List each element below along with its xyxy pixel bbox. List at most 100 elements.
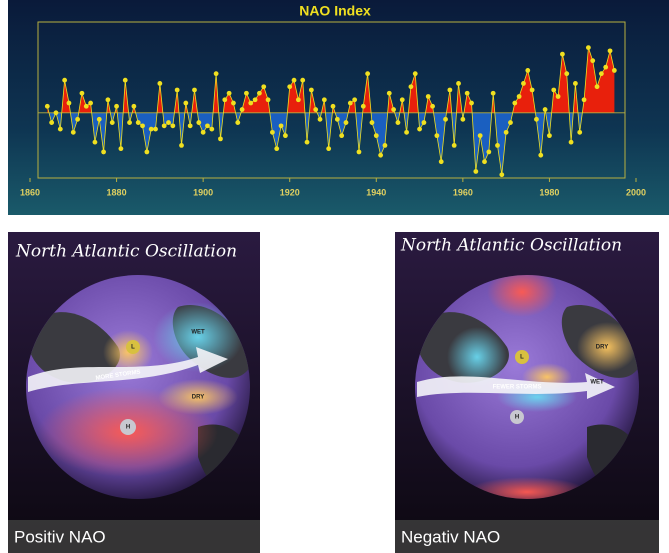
data-point xyxy=(469,101,474,106)
data-point xyxy=(582,97,587,102)
data-point xyxy=(80,91,85,96)
data-point xyxy=(374,133,379,138)
data-point xyxy=(84,104,89,109)
data-point xyxy=(573,81,578,86)
high-label: H xyxy=(515,415,519,421)
data-point xyxy=(270,130,275,135)
data-point xyxy=(106,97,111,102)
data-point xyxy=(101,150,106,155)
data-point xyxy=(335,117,340,122)
data-point xyxy=(179,143,184,148)
data-point xyxy=(300,78,305,83)
data-point xyxy=(196,120,201,125)
data-point xyxy=(417,127,422,132)
data-point xyxy=(339,133,344,138)
data-point xyxy=(201,130,206,135)
data-point xyxy=(495,143,500,148)
data-point xyxy=(140,123,145,128)
data-point xyxy=(396,120,401,125)
data-point xyxy=(313,107,318,112)
data-point xyxy=(599,71,604,76)
data-point xyxy=(157,81,162,86)
data-point xyxy=(67,101,72,106)
data-point xyxy=(434,133,439,138)
caption: Negativ NAO xyxy=(401,527,500,546)
data-point xyxy=(577,130,582,135)
data-point xyxy=(166,120,171,125)
data-point xyxy=(543,107,548,112)
data-point xyxy=(556,94,561,99)
data-point xyxy=(456,81,461,86)
data-point xyxy=(521,81,526,86)
data-point xyxy=(244,91,249,96)
data-point xyxy=(538,153,543,158)
data-point xyxy=(348,101,353,106)
data-point xyxy=(608,48,613,53)
data-point xyxy=(430,104,435,109)
data-point xyxy=(144,150,149,155)
data-point xyxy=(413,71,418,76)
dry-label: DRY xyxy=(192,395,204,401)
x-tick-label: 1860 xyxy=(20,187,40,197)
data-point xyxy=(274,146,279,151)
data-point xyxy=(504,130,509,135)
data-point xyxy=(54,110,59,115)
data-point xyxy=(370,120,375,125)
data-point xyxy=(365,71,370,76)
data-point xyxy=(309,88,314,93)
x-tick-label: 1980 xyxy=(539,187,559,197)
data-point xyxy=(183,101,188,106)
data-point xyxy=(508,120,513,125)
data-point xyxy=(93,140,98,145)
data-point xyxy=(235,120,240,125)
data-point xyxy=(45,104,50,109)
data-point xyxy=(486,150,491,155)
data-point xyxy=(218,136,223,141)
data-point xyxy=(257,91,262,96)
wet-label: WET xyxy=(191,330,205,336)
data-point xyxy=(534,117,539,122)
data-point xyxy=(296,97,301,102)
data-point xyxy=(530,88,535,93)
data-point xyxy=(426,94,431,99)
data-point xyxy=(590,58,595,63)
data-point xyxy=(153,127,158,132)
data-point xyxy=(452,143,457,148)
data-point xyxy=(603,65,608,70)
data-point xyxy=(127,120,132,125)
data-point xyxy=(253,97,258,102)
panel-positive: North Atlantic Oscillation L H MORE STOR… xyxy=(8,232,260,553)
data-point xyxy=(131,104,136,109)
data-point xyxy=(75,117,80,122)
data-point xyxy=(482,159,487,164)
data-point xyxy=(266,97,271,102)
data-point xyxy=(460,117,465,122)
data-point xyxy=(209,127,214,132)
data-point xyxy=(58,127,63,132)
data-point xyxy=(564,71,569,76)
panel-heading: North Atlantic Oscillation xyxy=(15,242,237,262)
data-point xyxy=(188,123,193,128)
data-point xyxy=(491,91,496,96)
data-point xyxy=(465,91,470,96)
low-label: L xyxy=(520,355,524,361)
panel-negative: North Atlantic Oscillation L H FEWER STO… xyxy=(395,232,659,553)
data-point xyxy=(119,146,124,151)
x-tick-label: 1920 xyxy=(280,187,300,197)
data-point xyxy=(331,104,336,109)
x-tick-label: 2000 xyxy=(626,187,646,197)
caption: Positiv NAO xyxy=(14,527,106,546)
data-point xyxy=(287,84,292,89)
data-point xyxy=(439,159,444,164)
data-point xyxy=(391,107,396,112)
data-point xyxy=(344,120,349,125)
data-point xyxy=(409,84,414,89)
high-label: H xyxy=(126,425,130,431)
wet-label: WET xyxy=(590,380,604,386)
data-point xyxy=(170,123,175,128)
data-point xyxy=(192,88,197,93)
data-point xyxy=(547,133,552,138)
data-point xyxy=(222,97,227,102)
data-point xyxy=(478,133,483,138)
